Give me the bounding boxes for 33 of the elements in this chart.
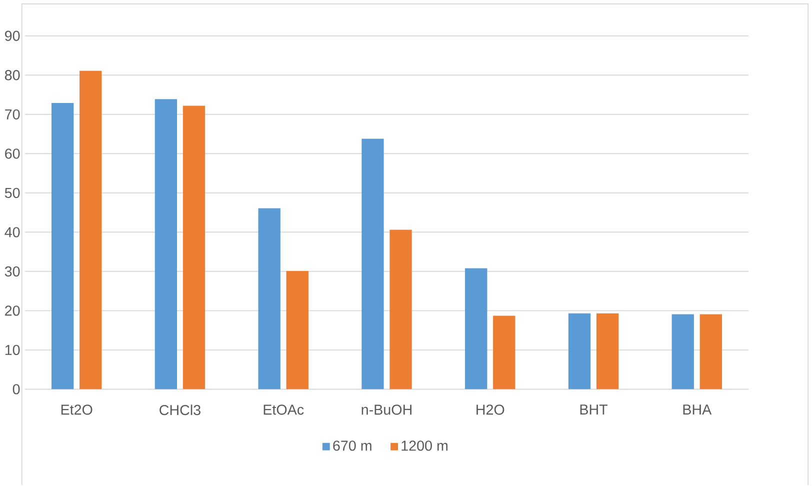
bar	[390, 230, 412, 390]
y-tick-label: 20	[5, 306, 20, 316]
x-tick-label: BHT	[580, 404, 608, 415]
x-tick-label: Et2O	[61, 404, 92, 415]
y-tick-label: 60	[5, 148, 20, 159]
bar	[80, 71, 102, 390]
legend-label: 670 m	[333, 440, 372, 452]
y-tick-label: 30	[4, 266, 20, 277]
x-tick-label: EtOAc	[264, 404, 304, 415]
y-tick-label: 10	[5, 345, 20, 356]
bar	[154, 99, 178, 390]
x-tick-label: CHCl3	[160, 404, 200, 416]
bar	[493, 316, 516, 390]
y-tick-label: 50	[4, 188, 20, 198]
bar	[700, 314, 722, 390]
y-tick-label: 90	[5, 31, 20, 42]
bar	[568, 314, 591, 390]
y-tick-label: 40	[4, 227, 20, 238]
bar	[182, 106, 206, 390]
x-tick-label: H2O	[476, 404, 504, 415]
bar	[52, 103, 74, 390]
y-tick-label: 80	[4, 70, 20, 80]
x-tick-label: BHA	[683, 404, 712, 415]
bar	[258, 208, 280, 390]
y-tick-label: 70	[5, 110, 20, 120]
bar	[286, 271, 308, 390]
bar	[596, 314, 619, 390]
bar	[362, 138, 384, 390]
x-tick-label: n-BuOH	[362, 404, 412, 415]
y-tick-label: 0	[12, 384, 20, 395]
bar	[465, 268, 488, 390]
bar	[672, 314, 694, 390]
legend-label: 1200 m	[402, 440, 448, 452]
